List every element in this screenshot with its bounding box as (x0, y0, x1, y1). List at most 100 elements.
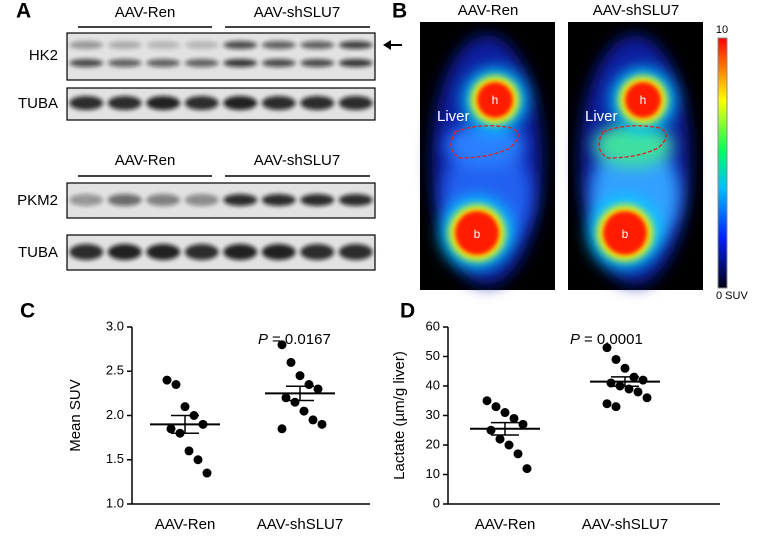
dot (509, 413, 519, 423)
group-label: AAV-Ren (115, 152, 176, 169)
hot-spot (455, 211, 499, 255)
row-label: HK2 (29, 47, 58, 64)
y-tick-label: 10 (426, 466, 440, 481)
band (69, 41, 104, 49)
dot (277, 340, 287, 350)
image-title: AAV-shSLU7 (593, 2, 679, 19)
dot (638, 375, 648, 385)
dot (184, 446, 194, 456)
band (107, 244, 142, 260)
liver (593, 123, 673, 167)
dot (513, 449, 523, 459)
image-title: AAV-Ren (458, 2, 519, 19)
band (184, 194, 219, 206)
y-tick-label: 60 (426, 318, 440, 333)
dot (317, 419, 327, 429)
band (146, 41, 181, 49)
pet-image: Liver h b (568, 22, 703, 290)
band (223, 96, 258, 110)
row-label: PKM2 (17, 192, 58, 209)
blots (66, 32, 376, 271)
band (223, 244, 258, 260)
x-tick-label: AAV-Ren (155, 516, 216, 533)
dot (313, 384, 323, 394)
panel-letter: A (16, 0, 31, 23)
band (223, 59, 258, 67)
dot (495, 434, 505, 444)
panel-letter: C (20, 300, 35, 323)
band (338, 59, 373, 67)
band (107, 194, 142, 206)
band (146, 96, 181, 110)
organ-label: Liver (437, 108, 470, 125)
band (184, 96, 219, 110)
x-tick-label: AAV-shSLU7 (257, 516, 343, 533)
y-tick-label: 0 (433, 495, 440, 510)
y-axis-label: Mean SUV (67, 379, 84, 452)
organ-label: Liver (585, 108, 618, 125)
blot (66, 32, 376, 81)
x-tick-label: AAV-shSLU7 (582, 516, 668, 533)
y-tick-label: 30 (426, 407, 440, 422)
band (69, 96, 104, 110)
dot (171, 380, 181, 390)
y-tick-label: 1.5 (106, 451, 124, 466)
dot (633, 387, 643, 397)
liver (445, 123, 525, 167)
annotation-p: P (570, 331, 580, 348)
band (146, 244, 181, 260)
y-tick-label: 2.5 (106, 363, 124, 378)
band (261, 41, 296, 49)
arrow-head (383, 40, 391, 50)
dot (504, 440, 514, 450)
dot (491, 402, 501, 412)
band (223, 41, 258, 49)
bladder-label: b (622, 227, 629, 241)
band (300, 96, 335, 110)
band (261, 194, 296, 206)
row-label: TUBA (18, 95, 58, 112)
dot (277, 424, 287, 434)
band (223, 194, 258, 206)
panel-letter: D (400, 300, 415, 323)
dot (308, 415, 318, 425)
heart-label: h (492, 93, 499, 107)
pet-image: Liver h b (420, 22, 555, 290)
hot-spot (603, 211, 647, 255)
hot-spot (477, 82, 513, 118)
hot-spot (625, 82, 661, 118)
band (300, 194, 335, 206)
band (338, 41, 373, 49)
pet-images: Liver h b Liver h b (420, 22, 703, 290)
band (69, 194, 104, 206)
band (107, 41, 142, 49)
dot (620, 363, 630, 373)
band (107, 59, 142, 67)
dot (299, 406, 309, 416)
dot (166, 424, 176, 434)
band (300, 59, 335, 67)
dot (193, 455, 203, 465)
liver-outline (450, 125, 519, 159)
band (146, 194, 181, 206)
band (184, 59, 219, 67)
band (184, 41, 219, 49)
dot (162, 375, 172, 385)
band (261, 244, 296, 260)
band (261, 59, 296, 67)
band (146, 59, 181, 67)
band (184, 244, 219, 260)
y-axis-label: Lactate (µm/g liver) (391, 351, 408, 480)
row-label: TUBA (18, 244, 58, 261)
y-tick-label: 3.0 (106, 318, 124, 333)
scale-min: 0 SUV (716, 290, 748, 302)
liver-outline (598, 125, 667, 159)
annotation: = 0.0001 (584, 331, 643, 348)
dot (602, 343, 612, 353)
x-tick-label: AAV-Ren (475, 516, 536, 533)
dot (295, 371, 305, 381)
heart-label: h (640, 93, 647, 107)
dot (180, 402, 190, 412)
dot (611, 354, 621, 364)
